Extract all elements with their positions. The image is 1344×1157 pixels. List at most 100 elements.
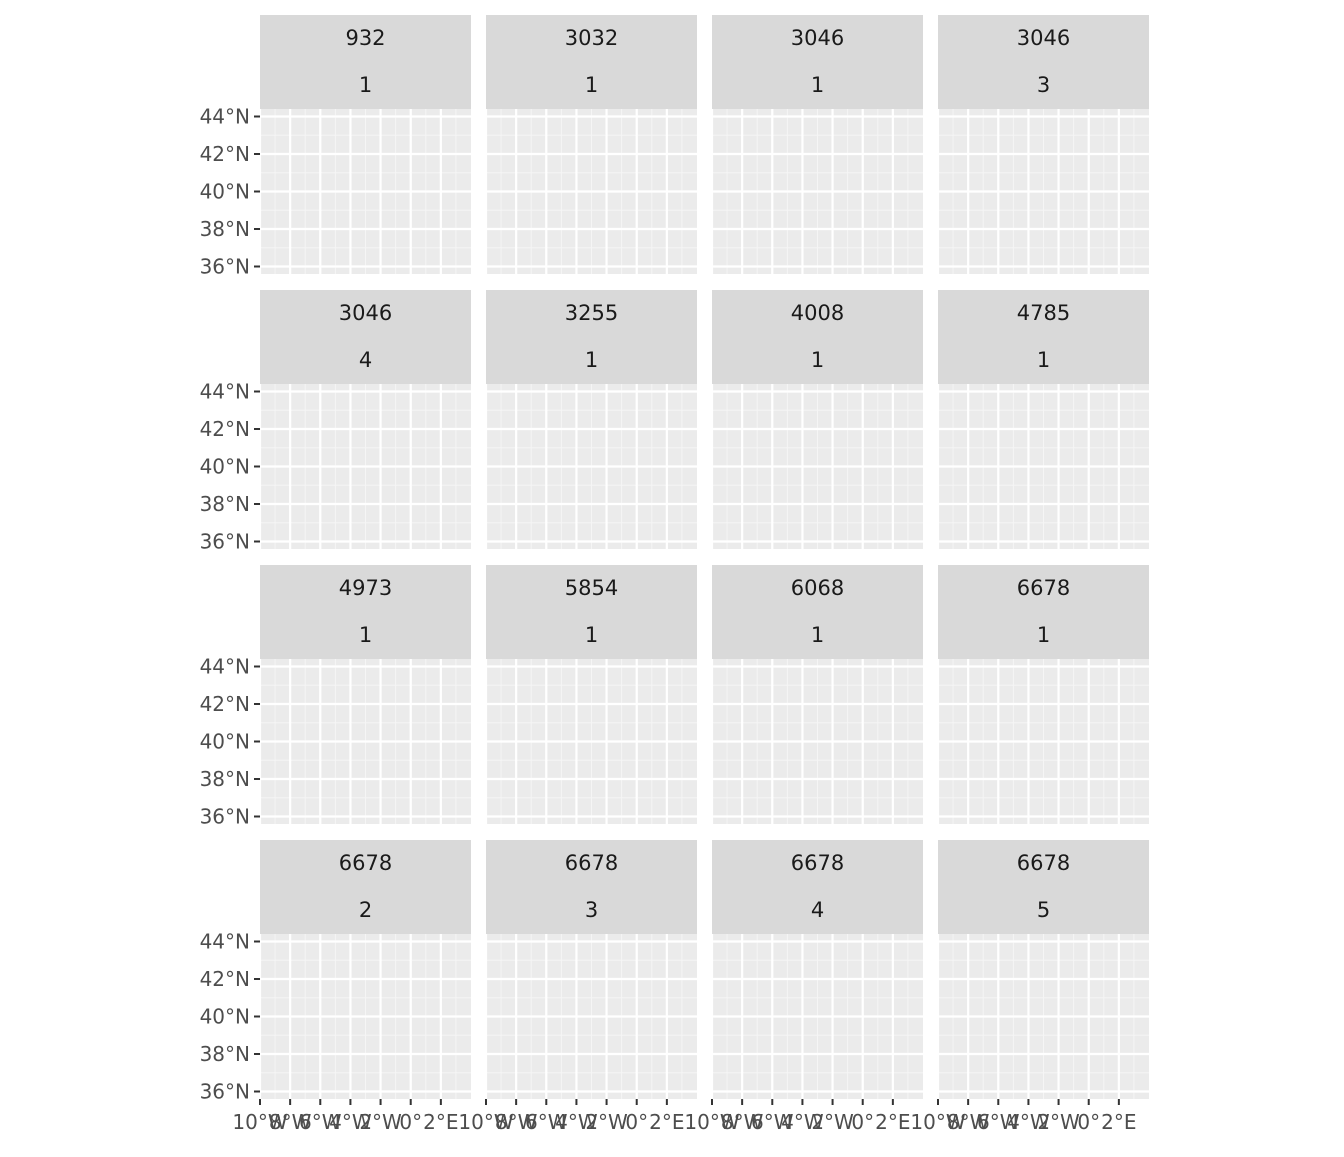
x-axis-tick-label: 4°W — [329, 1110, 372, 1134]
facet-strip-label-part: 5 — [1037, 898, 1050, 922]
y-axis-tick-label: 36°N — [200, 255, 250, 279]
facet-panel: 6678 4 10°W8°W6°W4°W2°W0° 2°E — [684, 840, 923, 1134]
facet-strip — [486, 840, 697, 934]
facet-strip-label-part: 3 — [1037, 73, 1050, 97]
y-axis-tick-label: 44°N — [200, 380, 250, 404]
y-axis-tick-label: 40°N — [200, 730, 250, 754]
y-axis-tick-label: 42°N — [200, 967, 250, 991]
facet-strip-label-part: 1 — [359, 623, 372, 647]
y-axis-tick-label: 44°N — [200, 930, 250, 954]
x-axis-tick-label: 6°W — [525, 1110, 568, 1134]
facet-panel: 3255 1 — [484, 290, 697, 549]
facet-strip — [486, 15, 697, 109]
facet-strip-label-id: 4008 — [791, 301, 844, 325]
x-axis-tick-label: 0° — [625, 1110, 648, 1134]
x-axis-tick-label: 10°W — [910, 1110, 965, 1134]
facet-panel: 4008 1 — [710, 290, 923, 549]
x-axis-tick-label: 0° — [851, 1110, 874, 1134]
facet-panel: 6068 1 — [710, 565, 923, 824]
x-axis-tick-label: 10°W — [232, 1110, 287, 1134]
y-axis-tick-label: 38°N — [200, 767, 250, 791]
x-axis-tick-label: 10°W — [458, 1110, 513, 1134]
facet-panel: 4973 1 44°N 42°N 40°N 38°N 36°N — [200, 565, 471, 829]
facet-strip — [486, 290, 697, 384]
x-axis-tick-label: 4°W — [555, 1110, 598, 1134]
y-axis-tick-label: 38°N — [200, 1042, 250, 1066]
x-axis-tick-label: 2°W — [1037, 1110, 1080, 1134]
x-axis-tick-label: 6°W — [751, 1110, 794, 1134]
facet-strip — [712, 15, 923, 109]
facet-strip — [260, 840, 471, 934]
facet-strip-label-part: 1 — [585, 623, 598, 647]
facet-strip-label-part: 4 — [359, 348, 372, 372]
y-axis-tick-label: 36°N — [200, 805, 250, 829]
facet-strip — [260, 565, 471, 659]
x-axis-tick-label: 6°W — [299, 1110, 342, 1134]
facet-strip-label-part: 1 — [811, 73, 824, 97]
facet-strip — [712, 290, 923, 384]
facet-strip-label-id: 3255 — [565, 301, 618, 325]
facet-strip-label-part: 3 — [585, 898, 598, 922]
facet-panel: 6678 3 10°W8°W6°W4°W2°W0° 2°E — [458, 840, 697, 1134]
facet-strip-label-id: 4973 — [339, 576, 392, 600]
x-axis-tick-label: 10°W — [684, 1110, 739, 1134]
facet-strip-label-part: 1 — [585, 348, 598, 372]
x-axis-tick-label: 4°W — [1007, 1110, 1050, 1134]
facet-strip-label-part: 1 — [359, 73, 372, 97]
x-axis-tick-label: 2°W — [811, 1110, 854, 1134]
facet-panel: 6678244°N42°N40°N38°N36°N10°W8°W6°W4°W2°… — [200, 840, 471, 1134]
facet-panel: 5854 1 — [484, 565, 697, 824]
x-axis-tick-label: 6°W — [977, 1110, 1020, 1134]
x-axis-tick-label: 0° — [1077, 1110, 1100, 1134]
facet-panel: 932 1 44°N 42°N 40°N 38°N 36°N — [200, 15, 471, 279]
facet-strip-label-id: 3046 — [339, 301, 392, 325]
facet-strip — [486, 565, 697, 659]
y-axis-tick-label: 38°N — [200, 492, 250, 516]
y-axis-tick-label: 42°N — [200, 142, 250, 166]
facet-strip — [938, 565, 1149, 659]
facet-strip-label-part: 1 — [1037, 623, 1050, 647]
facet-panel: 3032 1 — [484, 15, 697, 274]
facet-strip-label-part: 1 — [811, 623, 824, 647]
x-axis-tick-label: 2°E — [649, 1110, 684, 1134]
facet-strip-label-id: 3046 — [1017, 26, 1070, 50]
x-axis-tick-label: 2°W — [359, 1110, 402, 1134]
facet-panel: 3046 3 — [936, 15, 1149, 274]
x-axis-tick-label: 8°W — [269, 1110, 312, 1134]
x-axis-tick-label: 2°E — [1101, 1110, 1136, 1134]
facet-strip-label-id: 4785 — [1017, 301, 1070, 325]
facet-strip-label-part: 1 — [585, 73, 598, 97]
x-axis-tick-label: 4°W — [781, 1110, 824, 1134]
facet-panel: 4785 1 — [936, 290, 1149, 549]
y-axis-tick-label: 36°N — [200, 530, 250, 554]
facet-strip-label-part: 4 — [811, 898, 824, 922]
y-axis-tick-label: 44°N — [200, 655, 250, 679]
facet-panel: 6678 5 10°W8°W6°W4°W2°W0° 2°E — [910, 840, 1149, 1134]
facet-panel: 3046 4 44°N 42°N 40°N 38°N 36°N — [200, 290, 471, 554]
facet-strip-label-part: 1 — [1037, 348, 1050, 372]
y-axis-tick-label: 40°N — [200, 1005, 250, 1029]
y-axis-tick-label: 36°N — [200, 1080, 250, 1104]
facet-strip — [938, 15, 1149, 109]
facet-strip-label-part: 2 — [359, 898, 372, 922]
y-axis-tick-label: 40°N — [200, 180, 250, 204]
facet-strip-label-id: 6678 — [339, 851, 392, 875]
y-axis-tick-label: 42°N — [200, 692, 250, 716]
facet-panel: 6678 1 — [936, 565, 1149, 824]
facet-strip-label-part: 1 — [811, 348, 824, 372]
y-axis-tick-label: 38°N — [200, 217, 250, 241]
x-axis-tick-label: 0° — [399, 1110, 422, 1134]
x-axis-tick-label: 2°W — [585, 1110, 628, 1134]
facet-strip-label-id: 6068 — [791, 576, 844, 600]
facet-strip — [938, 840, 1149, 934]
facet-strip — [938, 290, 1149, 384]
x-axis-tick-label: 2°E — [875, 1110, 910, 1134]
x-axis-tick-label: 8°W — [495, 1110, 538, 1134]
y-axis-tick-label: 42°N — [200, 417, 250, 441]
facet-panel: 3046 1 — [710, 15, 923, 274]
facet-strip-label-id: 3046 — [791, 26, 844, 50]
x-axis-tick-label: 2°E — [423, 1110, 458, 1134]
x-axis-tick-label: 8°W — [947, 1110, 990, 1134]
